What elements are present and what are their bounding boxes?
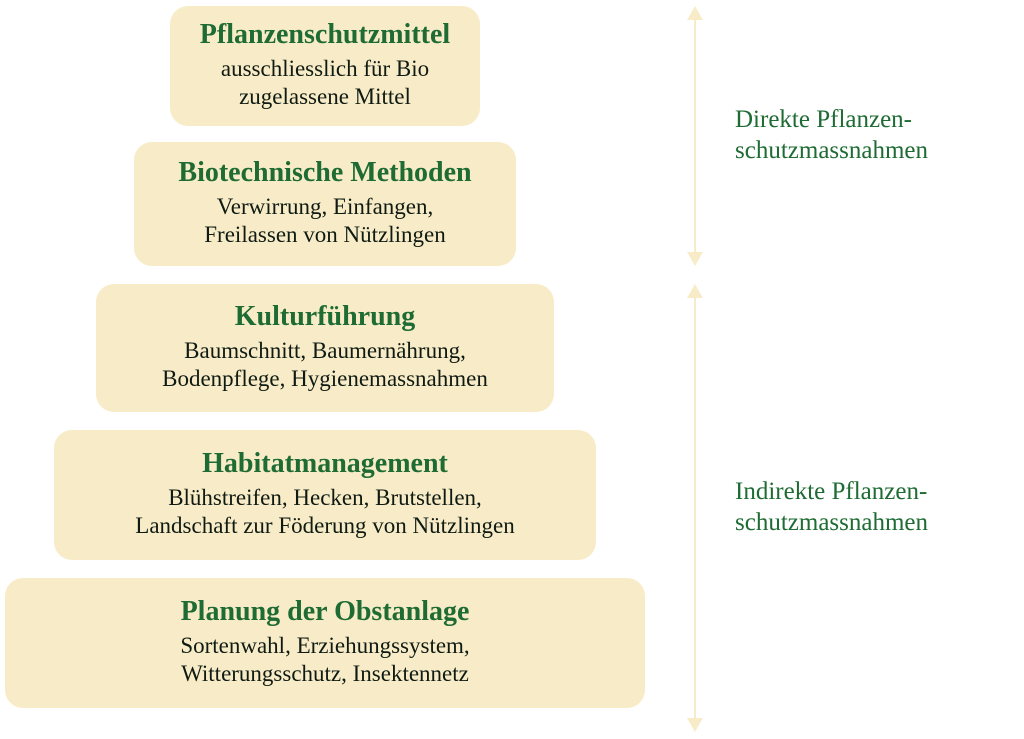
arrow-up-icon bbox=[687, 6, 703, 20]
diagram-stage: Pflanzenschutzmittel ausschliesslich für… bbox=[0, 0, 1024, 739]
pyramid-level-2: Biotechnische Methoden Verwirrung, Einfa… bbox=[134, 142, 516, 266]
bracket-indirect bbox=[685, 284, 705, 732]
level-subtitle: Verwirrung, Einfangen, Freilassen von Nü… bbox=[204, 193, 445, 251]
level-subtitle: Blühstreifen, Hecken, Brutstellen, Lands… bbox=[135, 484, 514, 542]
pyramid-level-3: Kulturführung Baumschnitt, Baumernährung… bbox=[96, 284, 554, 412]
pyramid-level-5: Planung der Obstanlage Sortenwahl, Erzie… bbox=[5, 578, 645, 708]
level-subtitle: ausschliesslich für Bio zugelassene Mitt… bbox=[221, 55, 429, 113]
arrow-down-icon bbox=[687, 718, 703, 732]
level-title: Kulturführung bbox=[235, 302, 416, 333]
level-subtitle: Baumschnitt, Baumernährung, Bodenpflege,… bbox=[162, 337, 488, 395]
level-title: Planung der Obstanlage bbox=[181, 597, 470, 628]
bracket-line bbox=[694, 298, 696, 718]
bracket-label-indirect: Indirekte Pflanzen- schutzmassnahmen bbox=[735, 476, 928, 539]
bracket-direct bbox=[685, 6, 705, 266]
pyramid-level-1: Pflanzenschutzmittel ausschliesslich für… bbox=[170, 6, 480, 126]
arrow-up-icon bbox=[687, 284, 703, 298]
level-subtitle: Sortenwahl, Erziehungssystem, Witterungs… bbox=[180, 632, 469, 690]
level-title: Habitatmanagement bbox=[202, 449, 448, 480]
bracket-line bbox=[694, 20, 696, 252]
bracket-label-direct: Direkte Pflanzen- schutzmassnahmen bbox=[735, 104, 928, 167]
level-title: Pflanzenschutzmittel bbox=[200, 20, 450, 51]
pyramid-level-4: Habitatmanagement Blühstreifen, Hecken, … bbox=[54, 430, 596, 560]
arrow-down-icon bbox=[687, 252, 703, 266]
pyramid: Pflanzenschutzmittel ausschliesslich für… bbox=[0, 0, 650, 739]
level-title: Biotechnische Methoden bbox=[178, 158, 471, 189]
